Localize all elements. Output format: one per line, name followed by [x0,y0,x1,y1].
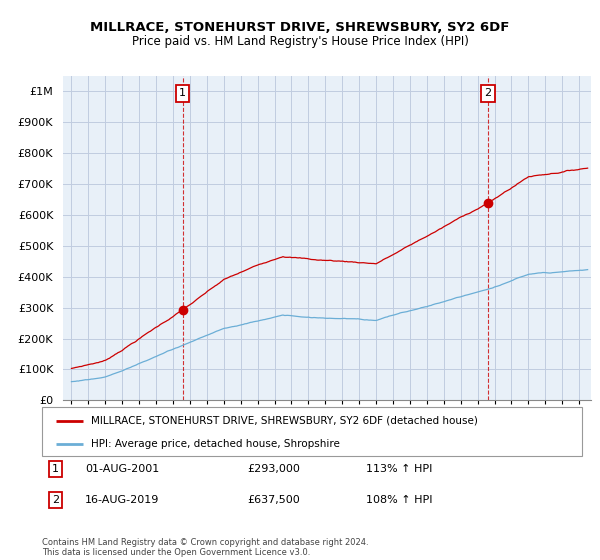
Text: 2: 2 [52,495,59,505]
Text: 108% ↑ HPI: 108% ↑ HPI [366,495,433,505]
Text: HPI: Average price, detached house, Shropshire: HPI: Average price, detached house, Shro… [91,439,340,449]
Text: 113% ↑ HPI: 113% ↑ HPI [366,464,433,474]
Text: Price paid vs. HM Land Registry's House Price Index (HPI): Price paid vs. HM Land Registry's House … [131,35,469,48]
Text: 1: 1 [52,464,59,474]
Text: 01-AUG-2001: 01-AUG-2001 [85,464,160,474]
FancyBboxPatch shape [42,407,582,456]
Text: £293,000: £293,000 [247,464,300,474]
Text: 16-AUG-2019: 16-AUG-2019 [85,495,160,505]
Text: £637,500: £637,500 [247,495,300,505]
Text: Contains HM Land Registry data © Crown copyright and database right 2024.
This d: Contains HM Land Registry data © Crown c… [42,538,368,557]
Text: MILLRACE, STONEHURST DRIVE, SHREWSBURY, SY2 6DF (detached house): MILLRACE, STONEHURST DRIVE, SHREWSBURY, … [91,416,478,426]
Text: MILLRACE, STONEHURST DRIVE, SHREWSBURY, SY2 6DF: MILLRACE, STONEHURST DRIVE, SHREWSBURY, … [91,21,509,34]
Text: 1: 1 [179,88,187,99]
Text: 2: 2 [485,88,491,99]
